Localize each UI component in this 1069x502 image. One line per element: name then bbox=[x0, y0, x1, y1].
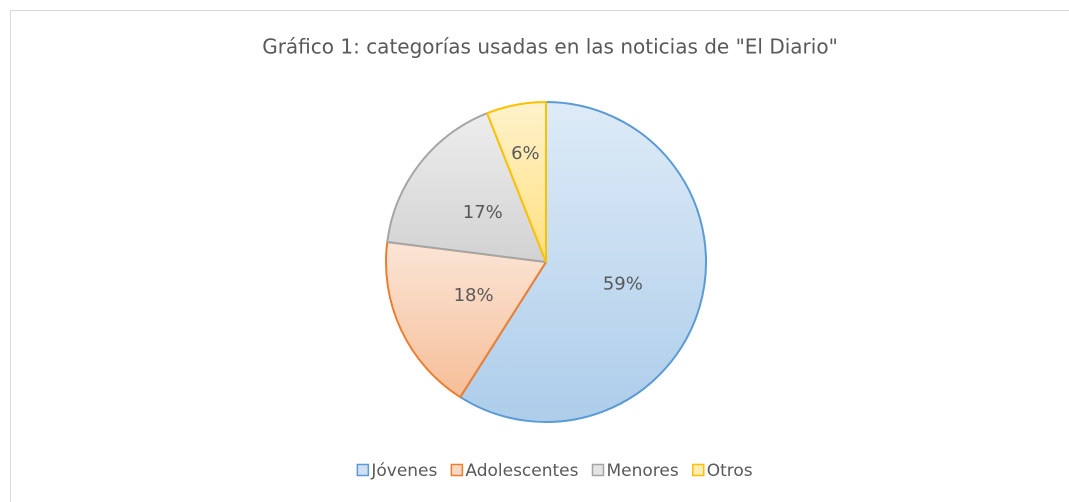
pie-slice bbox=[459, 101, 707, 423]
pie-slice bbox=[386, 112, 547, 263]
legend-label: Menores bbox=[607, 461, 679, 481]
data-label: 59% bbox=[603, 273, 643, 294]
data-label: 6% bbox=[511, 143, 540, 164]
pie-slice bbox=[385, 240, 547, 399]
data-label: 18% bbox=[454, 285, 494, 306]
legend-swatch bbox=[356, 463, 370, 477]
legend-label: Jóvenes bbox=[370, 461, 437, 481]
legend-swatch bbox=[591, 463, 605, 477]
legend-label: Adolescentes bbox=[465, 461, 578, 481]
data-label: 17% bbox=[463, 202, 503, 223]
pie-slice bbox=[486, 101, 547, 263]
legend-label: Otros bbox=[707, 461, 753, 481]
chart-title: Gráfico 1: categorías usadas en las noti… bbox=[262, 35, 838, 59]
legend-swatch bbox=[450, 463, 464, 477]
legend-swatch bbox=[691, 463, 705, 477]
